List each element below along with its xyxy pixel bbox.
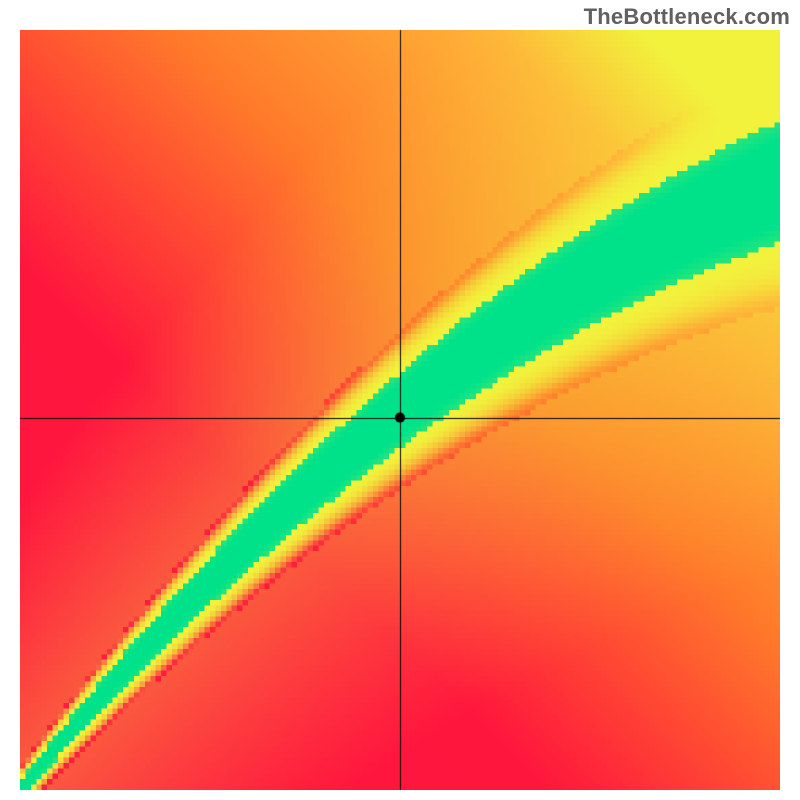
watermark-text: TheBottleneck.com — [584, 4, 790, 30]
crosshair-overlay — [0, 0, 800, 800]
chart-container: TheBottleneck.com — [0, 0, 800, 800]
